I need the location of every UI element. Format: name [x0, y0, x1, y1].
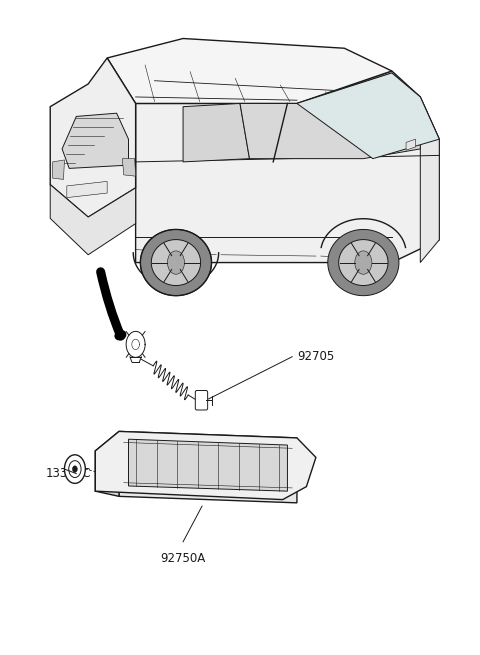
Circle shape: [168, 251, 184, 274]
Circle shape: [355, 251, 372, 274]
Polygon shape: [129, 440, 288, 491]
Polygon shape: [136, 71, 439, 263]
Polygon shape: [420, 97, 439, 263]
Circle shape: [64, 455, 85, 483]
Polygon shape: [62, 113, 129, 168]
Polygon shape: [67, 181, 107, 198]
Polygon shape: [53, 160, 64, 179]
Polygon shape: [96, 432, 316, 500]
Polygon shape: [297, 73, 439, 159]
FancyBboxPatch shape: [195, 390, 208, 410]
Polygon shape: [240, 73, 420, 159]
Polygon shape: [328, 229, 399, 295]
Polygon shape: [107, 39, 392, 103]
Text: 92705: 92705: [297, 350, 334, 364]
Polygon shape: [50, 185, 136, 255]
Polygon shape: [140, 229, 212, 295]
Polygon shape: [50, 58, 136, 217]
Text: 1338AC: 1338AC: [46, 467, 91, 480]
Polygon shape: [183, 103, 250, 162]
Circle shape: [72, 466, 77, 472]
Polygon shape: [339, 240, 388, 286]
Polygon shape: [119, 432, 297, 503]
Polygon shape: [96, 432, 119, 496]
Polygon shape: [406, 139, 416, 150]
Text: 92750A: 92750A: [160, 552, 206, 565]
Polygon shape: [151, 240, 201, 286]
Polygon shape: [122, 159, 136, 176]
